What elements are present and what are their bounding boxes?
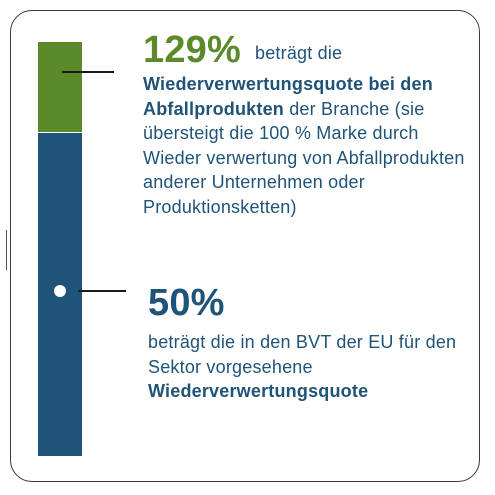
bottom-stat-text: 50% beträgt die in den BVT der EU für de… — [148, 280, 468, 404]
left-edge-mark — [6, 230, 7, 270]
bar-segment-recycled — [38, 42, 82, 132]
leader-line-middle — [78, 290, 126, 292]
leader-line-top — [62, 71, 114, 73]
bottom-stat-highlight: Wiederverwertungsquote — [148, 381, 369, 401]
top-stat-text: 129% beträgt die Wiederverwertungsquote b… — [143, 28, 473, 219]
stat-card — [10, 10, 480, 482]
bottom-stat-value: 50% — [148, 282, 225, 324]
top-stat-highlight: Wiederverwertungsquote bei den Abfallpro… — [143, 74, 433, 119]
top-stat-intro: beträgt die — [255, 43, 343, 63]
marker-dot — [54, 285, 66, 297]
top-stat-rest: der Branche (sie übersteigt die 100 % Ma… — [143, 98, 465, 217]
bottom-stat-intro: beträgt die in den BVT der EU für den Se… — [148, 332, 457, 377]
top-stat-value: 129% — [143, 29, 241, 71]
